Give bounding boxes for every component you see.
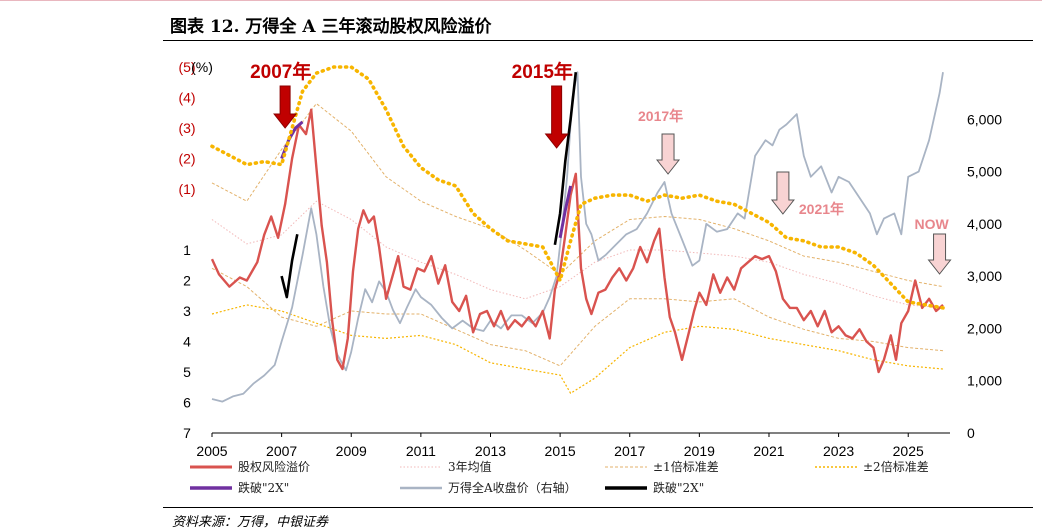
x-tick-label: 2013 <box>475 443 506 459</box>
y-left-tick-label: (2) <box>178 151 195 167</box>
x-tick-label: 2015 <box>545 443 576 459</box>
x-tick-label: 2011 <box>406 443 436 459</box>
legend-label-erp-2x: 跌破"2X" <box>238 480 289 495</box>
top-rule <box>0 0 1042 1</box>
legend-label-std2: ±2倍标准差 <box>863 459 929 474</box>
series-line-index-2x <box>280 234 299 299</box>
annotation-arrow-icon <box>770 171 795 215</box>
y-right-tick-label: 4,000 <box>967 216 1002 232</box>
series-line-std1-upper <box>211 103 944 288</box>
y-left-tick-label: 5 <box>183 364 191 380</box>
x-tick-label: 2019 <box>684 443 715 459</box>
series-line-index-2x-2015 <box>553 72 578 246</box>
annotation-arrow-icon <box>655 133 681 175</box>
title-rule <box>163 40 1033 41</box>
legend-label-std1: ±1倍标准差 <box>653 459 719 474</box>
y-left-tick-label: (4) <box>178 90 195 106</box>
y-left-tick-label: 3 <box>183 303 191 319</box>
y-left-tick-label: 2 <box>183 273 191 289</box>
figure-title: 图表 12. 万得全 A 三年滚动股权风险溢价 <box>170 17 492 37</box>
y-left-tick-label: 7 <box>183 425 191 441</box>
y-left-tick-label: 6 <box>183 395 191 411</box>
annotation-label: 2015年 <box>512 60 573 83</box>
legend-label-index: 万得全A收盘价（右轴） <box>448 480 577 495</box>
annotation-label: NOW <box>915 216 950 232</box>
x-tick-label: 2005 <box>196 443 227 459</box>
source-rule <box>163 507 1033 508</box>
y-right-tick-label: 2,000 <box>967 320 1002 336</box>
series-line-std1-lower <box>211 267 944 367</box>
y-right-tick-label: 0 <box>967 425 975 441</box>
legend-label-index-2x: 跌破"2X" <box>653 480 704 495</box>
x-tick-label: 2009 <box>336 443 367 459</box>
series-line-erp <box>210 108 944 374</box>
annotation-arrow-icon <box>544 85 569 149</box>
x-tick-label: 2017 <box>614 443 645 459</box>
legend-label-erp: 股权风险溢价 <box>238 459 310 474</box>
y-left-tick-label: 4 <box>183 334 191 350</box>
series-line-erp-2x-2015 <box>558 185 573 239</box>
annotation-arrow-icon <box>927 233 952 275</box>
y-right-tick-label: 5,000 <box>967 164 1002 180</box>
y-right-tick-label: 6,000 <box>967 111 1002 127</box>
x-tick-label: 2025 <box>893 443 924 459</box>
legend-label-mean: 3年均值 <box>448 459 492 474</box>
y-left-tick-label: (1) <box>178 181 195 197</box>
y-left-unit: (%) <box>191 59 213 75</box>
series-line-std2-upper <box>210 65 945 310</box>
x-tick-label: 2023 <box>823 443 854 459</box>
annotation-label: 2007年 <box>250 60 311 83</box>
y-left-tick-label: 1 <box>183 242 191 258</box>
y-left-tick-label: (5) <box>178 59 195 75</box>
annotation-label: 2017年 <box>638 108 683 124</box>
x-tick-label: 2007 <box>266 443 297 459</box>
source-note: 资料来源：万得，中银证券 <box>172 515 329 530</box>
annotation-arrow-icon <box>273 85 298 129</box>
series-line-std2-lower <box>211 304 944 394</box>
x-tick-label: 2021 <box>753 443 784 459</box>
y-right-tick-label: 3,000 <box>967 268 1002 284</box>
y-left-tick-label: (3) <box>178 120 195 136</box>
series-line-index <box>211 71 944 403</box>
series-line-mean <box>211 200 944 309</box>
annotation-label: 2021年 <box>799 201 844 217</box>
y-right-tick-label: 1,000 <box>967 373 1002 389</box>
